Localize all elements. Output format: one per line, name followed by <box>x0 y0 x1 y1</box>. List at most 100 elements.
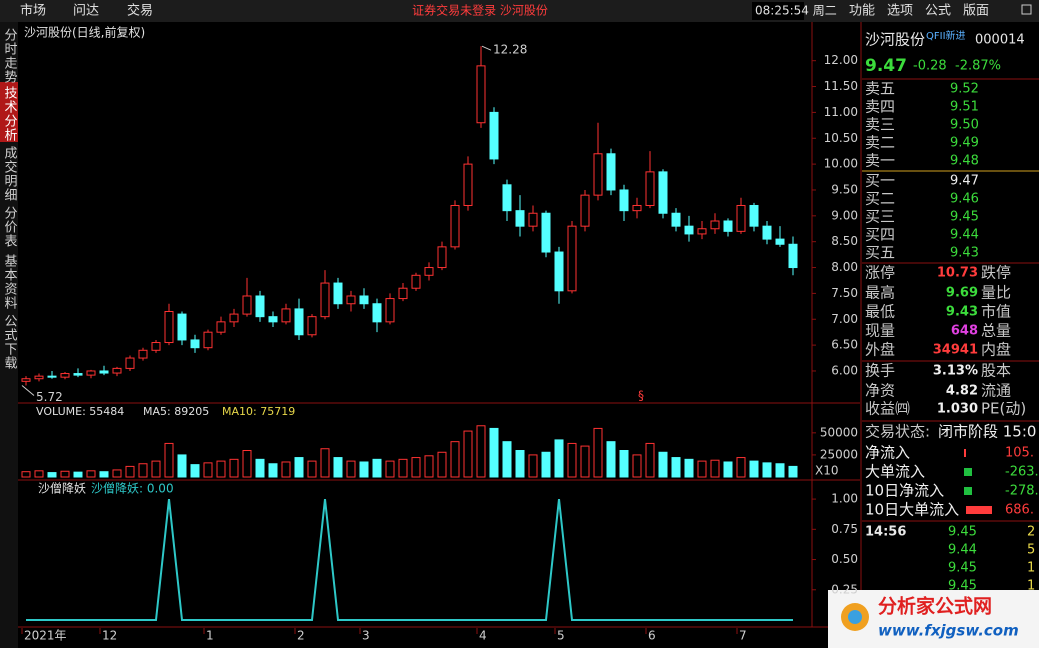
y-tick-label: 7.00 <box>831 312 858 326</box>
logo-icon <box>848 610 862 624</box>
candle-body <box>320 282 330 318</box>
volume-bar <box>502 441 512 478</box>
candle-body <box>658 171 668 214</box>
logo-url: www.fxjgsw.com <box>878 622 1019 640</box>
menu-item[interactable]: 问达 <box>73 4 99 19</box>
volume-bar <box>307 460 317 478</box>
candle-body <box>788 243 798 269</box>
menu-item[interactable]: 市场 <box>20 3 46 19</box>
status: 闭市阶段 15:0 <box>938 423 1036 441</box>
y-tick-label: 50000 <box>820 425 858 439</box>
flow-value: -278. <box>1005 484 1039 499</box>
min-pointer <box>21 385 35 396</box>
legend: 沙僧降妖: 0.00 <box>91 482 174 496</box>
volume-bar <box>255 458 265 478</box>
tab[interactable]: 公式下载 <box>2 314 18 370</box>
tick-volume: 1 <box>1027 561 1035 576</box>
volume-bar <box>606 441 616 478</box>
candle-body <box>216 321 226 333</box>
tick-volume: 5 <box>1027 543 1035 558</box>
tab[interactable]: 分时走势 <box>2 28 18 84</box>
x-tick-label: 6 <box>648 629 656 643</box>
ask-price: 9.51 <box>950 100 979 115</box>
volume-bar <box>203 462 213 478</box>
change: -0.28 <box>913 59 947 74</box>
flow-label: 10日净流入 <box>865 482 944 500</box>
tab[interactable]: 成交明细 <box>2 146 18 202</box>
volume-bar <box>177 454 187 478</box>
price: 9.47 <box>865 56 907 76</box>
candle-body <box>138 349 148 359</box>
candle-body <box>177 313 187 341</box>
volume-bar <box>619 450 629 478</box>
x-tick-label: 5 <box>557 629 565 643</box>
volume-bar <box>294 457 304 478</box>
tick-price: 9.44 <box>948 543 977 558</box>
tick-price: 9.45 <box>948 579 977 594</box>
indicator-line <box>26 498 793 621</box>
stat-value: 4.82 <box>946 384 978 399</box>
bid-price: 9.43 <box>950 246 979 261</box>
y-tick-label: 7.50 <box>831 286 858 300</box>
candle-body <box>21 378 31 382</box>
volume-bar <box>723 461 733 478</box>
stock-tag: QFII新进 <box>926 29 966 42</box>
volume-bar <box>515 450 525 478</box>
y-tick-label: 25000 <box>820 447 858 461</box>
menu-item[interactable]: 选项 <box>887 4 913 19</box>
ask-price: 9.50 <box>950 118 979 133</box>
volume-bar <box>580 445 590 478</box>
candle-body <box>307 316 317 336</box>
y-tick-label: 8.00 <box>831 260 858 274</box>
bid-label: 买三 <box>865 208 895 226</box>
login-notice[interactable]: 证券交易未登录 沙河股份 <box>412 3 548 18</box>
volume-bar <box>697 460 707 478</box>
candle-body <box>567 225 577 292</box>
bid-price: 9.45 <box>950 210 979 225</box>
chart-title: 沙僧降妖 <box>38 482 86 496</box>
tick-time: 14:56 <box>865 525 906 540</box>
volume-bar <box>476 425 486 478</box>
volume-bar <box>333 457 343 478</box>
quote-panel: 卖五 9.52 卖四 9.51 卖三 9.50 卖二 9.49 卖一 9.48 买一 9.47 买二 9.… <box>865 80 1039 594</box>
tick-price: 9.45 <box>948 561 977 576</box>
tab[interactable]: 分价表 <box>2 206 18 248</box>
volume-bar <box>385 460 395 478</box>
candle-body <box>671 212 681 227</box>
candle-body <box>684 225 694 235</box>
active-tab <box>0 82 18 142</box>
bid-label: 买一 <box>865 172 895 190</box>
menu-item[interactable]: 交易 <box>127 3 153 19</box>
volume-bar <box>463 430 473 478</box>
stat-label: 换手 <box>865 362 895 380</box>
volume-bar <box>99 471 109 478</box>
candle-body <box>229 313 239 323</box>
y-tick-label: 1.00 <box>831 492 858 506</box>
stat-value: 10.73 <box>937 266 978 281</box>
y-tick-label: 8.50 <box>831 234 858 248</box>
y-tick-label: 12.00 <box>824 53 858 67</box>
candle-body <box>463 163 473 206</box>
stat-label: 涨停 <box>865 264 895 282</box>
candle-body <box>528 212 538 227</box>
volume-bar <box>788 465 798 478</box>
ask-label: 卖二 <box>865 134 895 152</box>
menu-item[interactable]: 功能 <box>849 4 875 19</box>
menu-item[interactable]: 版面 <box>963 4 989 19</box>
candle-body <box>294 308 304 336</box>
tab[interactable]: 技术分析 <box>2 86 18 142</box>
ask-label: 卖四 <box>865 98 895 116</box>
y-tick-label: 9.50 <box>831 182 858 196</box>
window-control[interactable] <box>1021 4 1032 15</box>
candle-body <box>502 184 512 212</box>
tab[interactable]: 基本资料 <box>2 254 18 310</box>
candle-body <box>255 295 265 318</box>
candle-body <box>489 111 499 160</box>
clock: 08:25:54 周二 <box>755 4 837 18</box>
candle-body <box>86 370 96 376</box>
stat-label: 最高 <box>865 284 895 302</box>
y-tick-label: 0.75 <box>831 522 858 536</box>
menu-item[interactable]: 公式 <box>925 4 951 19</box>
volume-bar <box>47 472 57 478</box>
